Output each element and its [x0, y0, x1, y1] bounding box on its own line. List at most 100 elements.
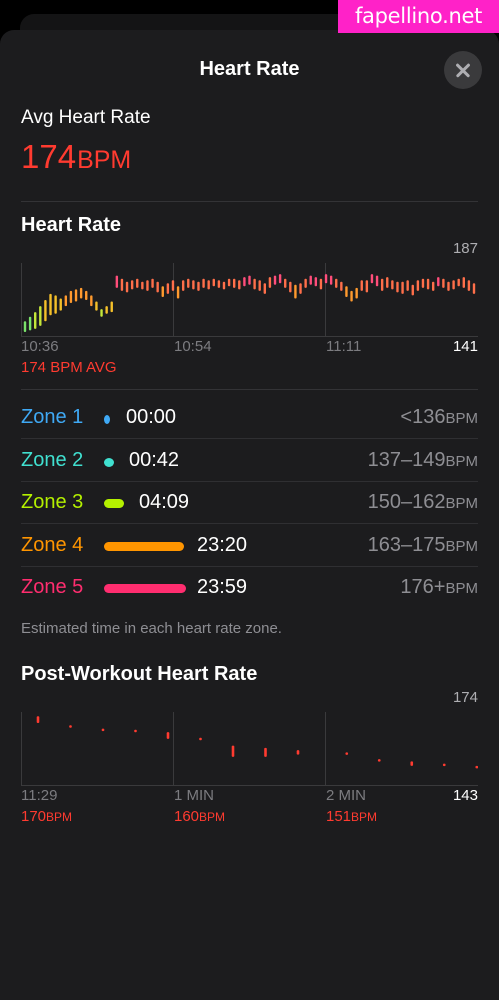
- hr-range-bar: [28, 316, 32, 331]
- hr-range-bar: [95, 301, 98, 311]
- avg-heart-rate-label: Avg Heart Rate: [21, 107, 151, 128]
- hr-range-bar: [467, 280, 471, 291]
- hr-range-bar: [329, 275, 333, 285]
- heart-rate-chart: [21, 263, 478, 337]
- hr-chart-title: Heart Rate: [21, 214, 122, 236]
- hr-range-bar: [462, 277, 465, 288]
- post-hr-mark: [166, 732, 170, 739]
- hr-range-bar: [335, 278, 338, 288]
- zone-name: Zone 4: [21, 533, 84, 556]
- hr-range-bar: [314, 277, 318, 287]
- hr-range-bar: [156, 281, 159, 293]
- post-hr-mark: [101, 728, 105, 732]
- hr-range-bar: [452, 280, 455, 290]
- hr-range-bar: [110, 301, 113, 313]
- zone-name: Zone 2: [21, 448, 84, 471]
- heart-rate-sheet: Heart Rate Avg Heart Rate 174BPM Heart R…: [0, 30, 499, 1000]
- post-hr-mark: [345, 752, 349, 755]
- zone-range: 176+BPM: [400, 576, 478, 599]
- post-reading-value: 151: [326, 808, 352, 825]
- hr-range-bar: [227, 278, 231, 287]
- hr-range-bar: [416, 280, 420, 291]
- zone-range-value: 176+: [400, 576, 446, 598]
- hr-range-bar: [192, 280, 195, 290]
- hr-range-bar: [289, 281, 292, 293]
- hr-range-bar: [49, 293, 52, 316]
- post-hr-mark: [134, 729, 137, 733]
- hr-range-bar: [391, 280, 394, 290]
- hr-range-bar: [319, 278, 323, 290]
- zone-bar: [104, 457, 114, 467]
- hr-range-bar: [309, 275, 312, 285]
- post-hr-mark: [377, 759, 381, 762]
- hr-range-bar: [426, 278, 430, 290]
- zone-range-unit: BPM: [445, 410, 478, 427]
- hr-x-tick: 10:36: [21, 338, 59, 355]
- post-hr-mark: [475, 765, 478, 769]
- hr-range-bar: [120, 278, 124, 291]
- zone-row-1: Zone 1 00:00 <136BPM: [21, 397, 478, 439]
- hr-range-bar: [161, 286, 164, 297]
- post-reading-unit: BPM: [351, 810, 378, 824]
- hr-chart-max-label: 187: [452, 240, 478, 257]
- post-reading: 151BPM: [326, 808, 377, 825]
- hr-range-bar: [243, 277, 246, 287]
- post-hr-mark: [199, 737, 202, 741]
- zone-bar: [104, 541, 184, 551]
- hr-range-bar: [431, 281, 435, 291]
- post-hr-mark: [36, 716, 40, 724]
- hr-range-bar: [345, 286, 348, 297]
- post-reading-unit: BPM: [199, 810, 226, 824]
- post-chart-title: Post-Workout Heart Rate: [21, 663, 258, 685]
- hr-range-bar: [44, 300, 47, 322]
- hr-range-bar: [202, 278, 205, 288]
- post-reading-unit: BPM: [46, 810, 73, 824]
- hr-range-bar: [171, 280, 175, 291]
- zone-time: 00:42: [129, 448, 180, 471]
- hr-range-bar: [141, 281, 144, 290]
- post-reading: 160BPM: [174, 808, 225, 825]
- post-hr-mark: [69, 725, 72, 728]
- hr-range-bar: [294, 284, 297, 299]
- zone-row-5: Zone 5 23:59 176+BPM: [21, 567, 478, 609]
- hr-x-tick: 11:11: [326, 338, 362, 355]
- zone-range-value: <136: [400, 406, 446, 428]
- zone-range-value: 137–149: [367, 448, 446, 471]
- close-button[interactable]: [444, 51, 482, 89]
- post-hr-mark: [442, 763, 446, 767]
- avg-heart-rate-value: 174BPM: [21, 138, 131, 176]
- zones-footnote: Estimated time in each heart rate zone.: [21, 620, 282, 637]
- hr-range-bar: [324, 274, 328, 284]
- zone-range-value: 163–175: [367, 533, 446, 556]
- avg-heart-rate-unit: BPM: [77, 146, 132, 174]
- zone-range-unit: BPM: [445, 495, 478, 512]
- zone-divider: [21, 523, 478, 524]
- zone-name: Zone 5: [21, 576, 84, 598]
- page-title: Heart Rate: [199, 58, 300, 80]
- zone-time: 04:09: [139, 491, 190, 513]
- hr-range-bar: [360, 280, 363, 291]
- post-chart-max-label: 174: [452, 689, 478, 706]
- post-chart-min-label: 143: [452, 787, 478, 804]
- hr-range-bar: [39, 306, 42, 326]
- zone-range-unit: BPM: [445, 580, 478, 597]
- hr-x-tick: 10:54: [174, 338, 212, 355]
- hr-range-bar: [284, 278, 287, 288]
- hr-range-bar: [212, 278, 215, 287]
- zone-range: <136BPM: [400, 406, 478, 429]
- hr-range-bar: [370, 274, 374, 284]
- hr-range-bar: [258, 280, 261, 291]
- post-hr-mark: [231, 745, 235, 757]
- zone-range-value: 150–162: [367, 491, 446, 513]
- hr-range-bar: [181, 280, 185, 291]
- hr-range-bar: [411, 284, 414, 296]
- hr-range-bar: [299, 283, 302, 294]
- zone-range-unit: BPM: [445, 452, 478, 470]
- hr-range-bar: [59, 298, 62, 311]
- hr-range-bar: [222, 281, 226, 290]
- hr-range-bar: [54, 295, 57, 314]
- post-reading: 170BPM: [21, 808, 72, 825]
- zone-row-4: Zone 4 23:20 163–175BPM: [21, 525, 478, 567]
- hr-range-bar: [105, 306, 108, 314]
- zone-time: 23:20: [197, 533, 248, 556]
